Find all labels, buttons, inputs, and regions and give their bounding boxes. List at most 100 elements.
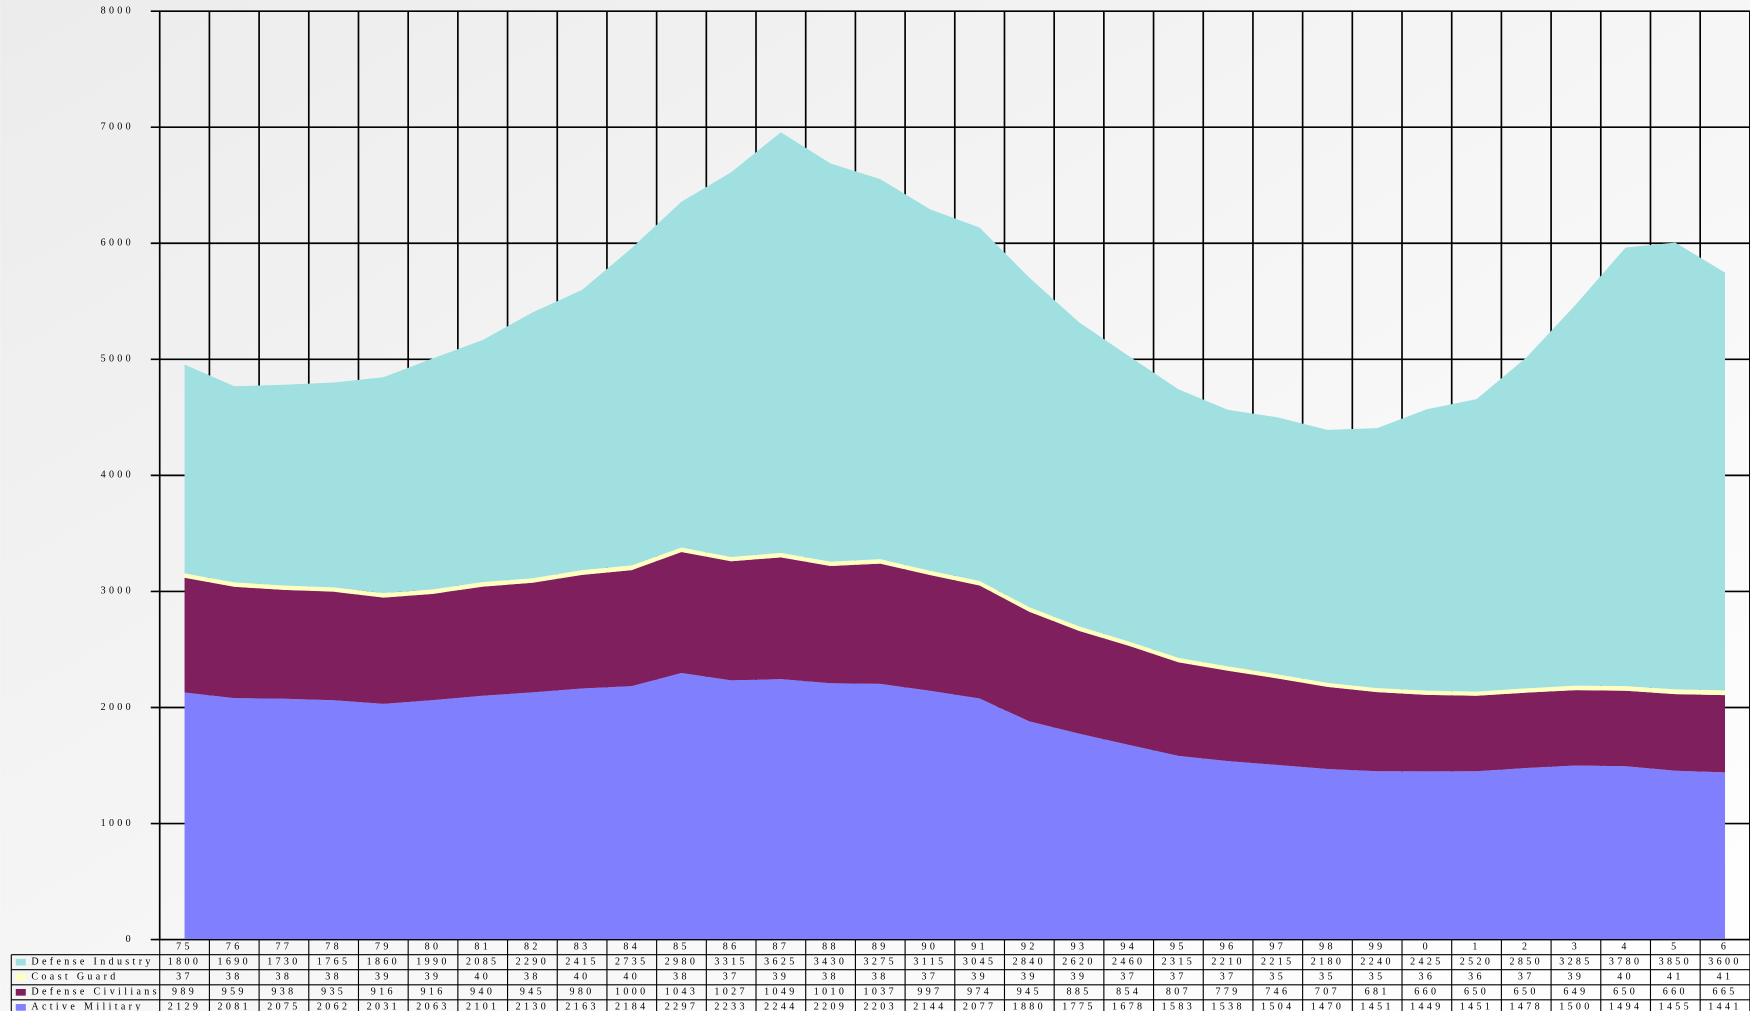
table-value: 707: [1315, 987, 1340, 998]
table-value: 35: [1269, 972, 1286, 983]
table-value: 2415: [565, 956, 598, 967]
x-tick-label: 82: [524, 941, 541, 952]
x-tick-label: 98: [1319, 941, 1336, 952]
x-tick-label: 94: [1120, 941, 1137, 952]
x-tick-label: 76: [226, 941, 243, 952]
y-tick-label: 4000: [101, 470, 134, 481]
x-tick-label: 81: [474, 941, 491, 952]
table-value: 39: [375, 972, 392, 983]
table-value: 649: [1563, 987, 1588, 998]
table-value: 2130: [516, 1002, 549, 1011]
table-value: 959: [222, 987, 247, 998]
table-value: 36: [1418, 972, 1435, 983]
x-tick-label: 77: [276, 941, 293, 952]
table-value: 1441: [1708, 1002, 1741, 1011]
table-value: 1451: [1460, 1002, 1493, 1011]
x-tick-label: 91: [971, 941, 988, 952]
table-value: 36: [1468, 972, 1485, 983]
table-value: 41: [1717, 972, 1734, 983]
table-value: 1478: [1510, 1002, 1543, 1011]
table-value: 1880: [1013, 1002, 1046, 1011]
table-value: 39: [1568, 972, 1585, 983]
table-value: 3045: [963, 956, 996, 967]
legend-swatch: [15, 958, 26, 966]
table-value: 650: [1464, 987, 1489, 998]
table-value: 2215: [1261, 956, 1294, 967]
table-value: 2290: [516, 956, 549, 967]
table-value: 2101: [466, 1002, 499, 1011]
table-value: 2163: [565, 1002, 598, 1011]
table-value: 2085: [466, 956, 499, 967]
table-value: 40: [574, 972, 591, 983]
table-value: 2460: [1112, 956, 1145, 967]
table-value: 39: [425, 972, 442, 983]
table-value: 1583: [1162, 1002, 1195, 1011]
table-value: 1538: [1211, 1002, 1244, 1011]
table-value: 681: [1365, 987, 1390, 998]
table-value: 3430: [814, 956, 847, 967]
table-value: 40: [474, 972, 491, 983]
table-value: 1500: [1559, 1002, 1592, 1011]
area: [184, 547, 1726, 696]
table-value: 2297: [665, 1002, 698, 1011]
table-value: 945: [520, 987, 545, 998]
table-value: 935: [321, 987, 346, 998]
table-value: 1037: [864, 987, 897, 998]
table-value: 38: [872, 972, 889, 983]
x-tick-label: 3: [1572, 941, 1580, 952]
y-tick-label: 8000: [101, 5, 134, 16]
x-tick-label: 75: [176, 941, 193, 952]
table-value: 41: [1667, 972, 1684, 983]
table-value: 1690: [218, 956, 251, 967]
table-value: 3115: [913, 956, 946, 967]
table-value: 665: [1712, 987, 1737, 998]
table-value: 37: [1170, 972, 1187, 983]
x-tick-label: 88: [822, 941, 839, 952]
table-value: 2129: [168, 1002, 201, 1011]
table-value: 938: [271, 987, 296, 998]
table-value: 2062: [317, 1002, 350, 1011]
table-value: 1765: [317, 956, 350, 967]
x-tick-label: 85: [673, 941, 690, 952]
table-value: 39: [1021, 972, 1038, 983]
table-value: 38: [822, 972, 839, 983]
table-value: 1470: [1311, 1002, 1344, 1011]
table-value: 3275: [864, 956, 897, 967]
area: [184, 673, 1726, 940]
y-tick-label: 1000: [101, 818, 134, 829]
table-value: 39: [971, 972, 988, 983]
table-value: 1494: [1609, 1002, 1642, 1011]
table-value: 2144: [913, 1002, 946, 1011]
table-value: 650: [1514, 987, 1539, 998]
table-value: 3625: [764, 956, 797, 967]
area: [184, 132, 1726, 692]
table-value: 37: [1220, 972, 1237, 983]
table-value: 1990: [416, 956, 449, 967]
table-value: 3600: [1708, 956, 1741, 967]
table-value: 2315: [1162, 956, 1195, 967]
table-value: 1010: [814, 987, 847, 998]
table-value: 660: [1414, 987, 1439, 998]
x-tick-label: 96: [1220, 941, 1237, 952]
table-value: 885: [1066, 987, 1091, 998]
x-tick-label: 99: [1369, 941, 1386, 952]
table-value: 2425: [1410, 956, 1443, 967]
table-value: 2081: [218, 1002, 251, 1011]
table-value: 2075: [267, 1002, 300, 1011]
x-tick-label: 6: [1721, 941, 1729, 952]
table-value: 2520: [1460, 956, 1493, 967]
table-value: 38: [524, 972, 541, 983]
data-table: 75 76 77 78 79 80 81 82 83 84 85 86 87 88 89 90 91 92 93 94…: [10, 939, 1750, 1011]
table-value: 37: [1518, 972, 1535, 983]
table-value: 660: [1663, 987, 1688, 998]
x-tick-label: 5: [1671, 941, 1679, 952]
table-value: 2735: [615, 956, 648, 967]
x-tick-label: 79: [375, 941, 392, 952]
table-value: 2180: [1311, 956, 1344, 967]
table-value: 40: [623, 972, 640, 983]
y-tick-label: 3000: [101, 586, 134, 597]
table-value: 2240: [1360, 956, 1393, 967]
legend-swatch: [15, 1004, 26, 1011]
table-value: 38: [276, 972, 293, 983]
